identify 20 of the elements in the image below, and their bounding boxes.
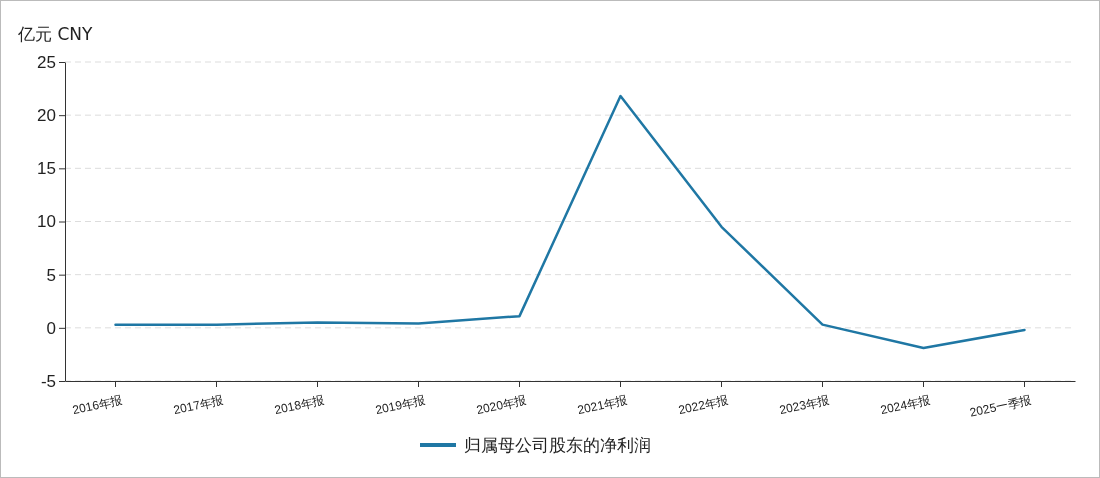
- y-tick-label: 20: [37, 106, 56, 126]
- x-tick-label: 2022年报: [677, 392, 730, 418]
- x-tick-label: 2021年报: [576, 392, 629, 418]
- x-tick-label: 2025一季报: [968, 392, 1033, 420]
- x-tick-label: 2019年报: [374, 392, 427, 418]
- x-tick-label: 2016年报: [71, 392, 124, 418]
- y-axis-title: 亿元 CNY: [17, 24, 93, 44]
- legend-label: 归属母公司股东的净利润: [464, 435, 651, 455]
- y-tick-label: 15: [37, 159, 56, 179]
- line-series: [114, 94, 1026, 350]
- y-tick-label: 0: [46, 318, 56, 338]
- y-tick-label: 10: [37, 212, 56, 232]
- y-tick-label: -5: [40, 371, 56, 391]
- y-tick-label: 25: [37, 52, 56, 72]
- x-tick-label: 2023年报: [778, 392, 831, 418]
- x-tick-label: 2018年报: [273, 392, 326, 418]
- x-tick-label: 2020年报: [475, 392, 528, 418]
- x-tick-label: 2017年报: [172, 392, 225, 418]
- x-tick-label: 2024年报: [879, 392, 932, 418]
- y-tick-label: 5: [46, 265, 56, 285]
